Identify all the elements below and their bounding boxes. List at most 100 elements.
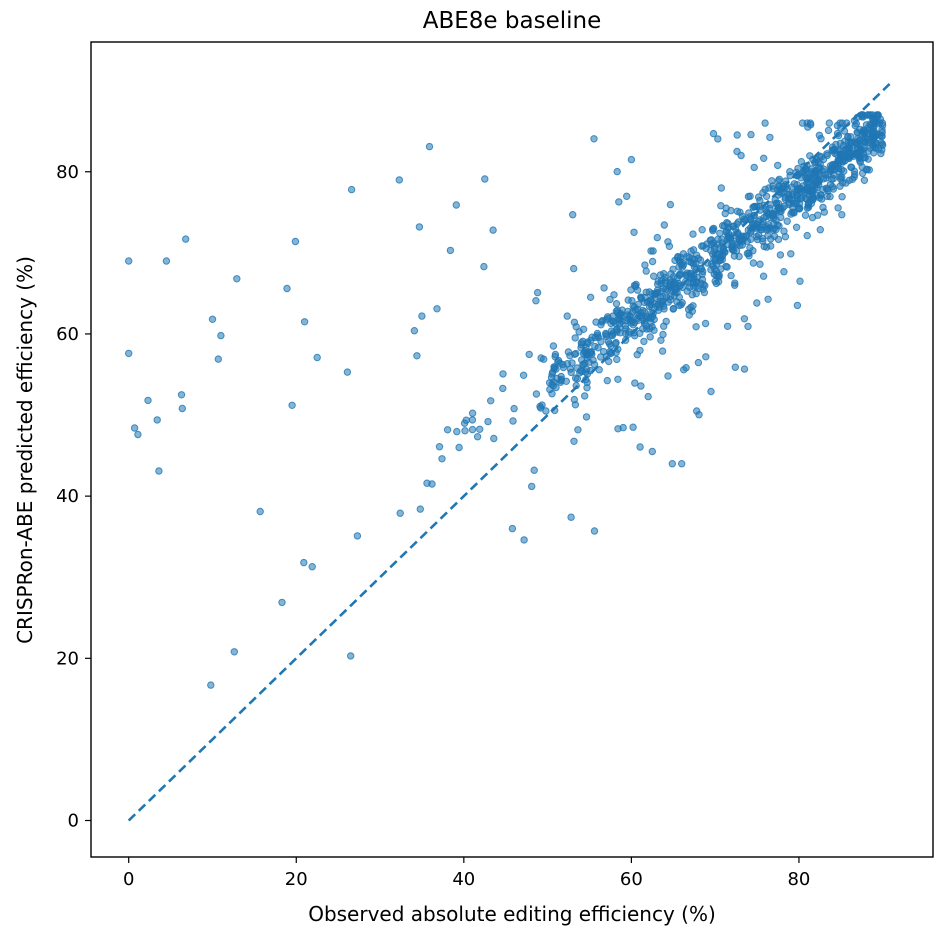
data-point: [650, 272, 658, 280]
data-point: [144, 396, 152, 405]
data-point: [300, 558, 308, 567]
data-point: [438, 455, 446, 463]
data-point: [300, 318, 309, 326]
data-point: [747, 130, 755, 139]
data-point: [533, 288, 542, 297]
data-point: [630, 228, 638, 237]
data-point: [621, 322, 630, 330]
data-point: [852, 120, 860, 128]
data-point: [591, 342, 599, 351]
data-point: [452, 201, 460, 209]
data-point: [613, 167, 621, 176]
y-axis-label: CRISPRon-ABE predicted efficiency (%): [13, 256, 37, 644]
data-point: [878, 119, 887, 127]
data-point: [481, 175, 489, 183]
data-point: [761, 119, 769, 127]
data-point: [766, 133, 774, 142]
data-point: [759, 217, 767, 226]
data-point: [207, 681, 215, 689]
data-point: [701, 319, 710, 328]
data-point: [688, 291, 696, 299]
data-point: [673, 254, 682, 262]
data-point: [858, 163, 866, 171]
data-point: [870, 136, 878, 144]
data-point: [682, 364, 690, 372]
data-point: [776, 207, 784, 215]
data-point: [718, 252, 727, 260]
data-point: [658, 347, 667, 355]
data-point: [694, 358, 703, 367]
data-point: [557, 376, 565, 385]
x-tick-label: 60: [620, 869, 643, 890]
data-point: [455, 443, 463, 452]
data-point: [712, 260, 721, 268]
data-point: [729, 222, 737, 231]
data-point: [860, 176, 869, 185]
data-point: [844, 138, 853, 146]
identity-reference-line: [127, 81, 893, 822]
data-point: [700, 288, 709, 297]
data-point: [787, 250, 795, 258]
data-point: [753, 235, 762, 244]
data-point: [668, 460, 676, 468]
data-point: [208, 315, 217, 323]
data-point: [476, 425, 484, 433]
data-point: [568, 359, 576, 367]
data-point: [134, 430, 142, 439]
data-point: [646, 333, 654, 341]
data-point: [698, 226, 706, 234]
data-point: [615, 198, 623, 206]
data-point: [473, 433, 482, 441]
data-point: [816, 226, 824, 234]
data-point: [646, 296, 655, 304]
data-point: [612, 300, 621, 308]
data-point: [840, 167, 848, 175]
data-point: [820, 208, 828, 216]
data-point: [520, 536, 528, 544]
data-point: [230, 648, 239, 656]
data-point: [598, 318, 606, 326]
data-point: [233, 275, 241, 283]
data-point: [640, 337, 648, 346]
data-point: [770, 225, 778, 233]
data-point: [816, 160, 824, 168]
data-point: [675, 301, 683, 310]
data-point: [627, 155, 636, 164]
data-point: [698, 270, 706, 278]
data-point: [678, 460, 686, 468]
data-point: [749, 259, 758, 267]
data-point: [653, 233, 661, 242]
data-point: [532, 297, 540, 305]
data-point: [801, 168, 810, 177]
data-point: [783, 217, 791, 225]
data-point: [661, 279, 669, 287]
data-point: [717, 202, 725, 210]
data-point: [714, 271, 722, 280]
data-point: [537, 354, 545, 362]
data-point: [746, 244, 754, 252]
data-point: [443, 426, 452, 434]
data-point: [795, 204, 804, 212]
plot-frame: [90, 41, 934, 858]
data-point: [763, 208, 771, 217]
data-point: [683, 287, 691, 295]
data-point: [836, 139, 845, 148]
data-point: [824, 126, 833, 135]
data-point: [610, 291, 618, 299]
data-point: [797, 194, 806, 202]
data-point: [788, 183, 796, 191]
data-point: [548, 390, 556, 398]
data-point: [530, 466, 538, 474]
data-point: [637, 313, 646, 321]
data-point: [699, 242, 707, 250]
data-point: [433, 305, 441, 313]
data-point: [861, 138, 870, 147]
data-point: [637, 293, 645, 301]
data-point: [624, 296, 632, 304]
data-point: [736, 241, 744, 250]
data-point: [125, 257, 133, 265]
data-point: [649, 247, 657, 255]
data-point: [490, 434, 498, 443]
data-point: [217, 331, 225, 340]
data-point: [735, 252, 743, 261]
